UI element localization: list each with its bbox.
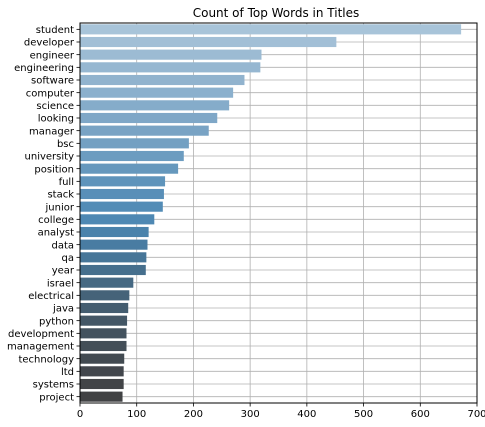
y-tick-label: university <box>25 152 75 163</box>
y-tick-label: bsc <box>57 139 74 150</box>
x-tick-label: 500 <box>354 409 373 420</box>
x-tick-labels: 0 100 200 300 400 500 600 700 <box>77 403 485 420</box>
x-tick-label: 700 <box>467 409 485 420</box>
y-tick-label: systems <box>33 380 74 391</box>
y-tick-label: electrical <box>28 291 74 302</box>
bar-java <box>80 302 129 314</box>
y-tick-label: developer <box>24 38 75 49</box>
bar-looking <box>80 112 218 124</box>
bar-python <box>80 315 128 326</box>
x-tick-label: 400 <box>297 409 316 420</box>
y-tick-label: israel <box>47 278 74 289</box>
bar-electrical <box>80 290 130 301</box>
bar-manager <box>80 125 209 136</box>
y-tick-label: management <box>7 342 74 353</box>
bars-group <box>80 24 462 402</box>
y-tick-label: computer <box>26 88 75 99</box>
bar-software <box>80 74 245 86</box>
bar-stack <box>80 188 164 200</box>
y-tick-label: stack <box>47 190 74 201</box>
y-tick-label: year <box>52 266 75 277</box>
y-tick-label: college <box>38 215 74 226</box>
bar-analyst <box>80 226 149 238</box>
chart-title: Count of Top Words in Titles <box>193 6 360 20</box>
x-tick-label: 200 <box>184 409 203 420</box>
y-tick-label: qa <box>62 253 74 264</box>
y-tick-label: engineering <box>14 63 74 74</box>
x-tick-label: 300 <box>241 409 260 420</box>
y-tick-label: analyst <box>38 228 75 239</box>
bar-systems <box>80 378 124 390</box>
bar-engineering <box>80 62 261 73</box>
bar-technology <box>80 353 125 364</box>
y-tick-label: project <box>39 392 74 403</box>
bar-year <box>80 264 146 276</box>
bar-student <box>80 24 462 35</box>
y-tick-label: java <box>52 304 74 315</box>
y-tick-label: position <box>34 164 74 175</box>
bar-computer <box>80 87 234 98</box>
bar-science <box>80 100 230 111</box>
bar-college <box>80 214 155 225</box>
bar-bsc <box>80 138 189 149</box>
bar-junior <box>80 201 163 212</box>
bar-qa <box>80 252 147 263</box>
bar-developer <box>80 36 337 48</box>
bar-full <box>80 176 166 187</box>
bar-university <box>80 150 184 162</box>
y-tick-label: software <box>31 76 74 87</box>
bar-development <box>80 328 127 339</box>
y-tick-label: junior <box>45 202 75 213</box>
y-tick-label: science <box>36 101 74 112</box>
y-tick-label: ltd <box>61 367 74 378</box>
x-tick-label: 100 <box>127 409 146 420</box>
bar-israel <box>80 277 134 288</box>
bar-engineer <box>80 49 262 60</box>
bar-ltd <box>80 366 124 377</box>
y-tick-label: python <box>39 316 74 327</box>
y-tick-label: engineer <box>30 50 75 61</box>
y-tick-label: full <box>59 177 74 188</box>
y-tick-label: development <box>8 329 74 340</box>
bar-position <box>80 163 179 174</box>
y-tick-label: looking <box>38 114 74 125</box>
y-tick-label: student <box>36 25 74 36</box>
x-tick-label: 600 <box>411 409 430 420</box>
x-tick-label: 0 <box>77 409 83 420</box>
y-tick-label: technology <box>18 354 74 365</box>
bar-project <box>80 391 123 402</box>
axes-frame <box>79 22 478 404</box>
y-tick-label: data <box>51 240 74 251</box>
y-tick-label: manager <box>29 126 75 137</box>
bar-data <box>80 239 148 250</box>
bar-management <box>80 340 127 352</box>
